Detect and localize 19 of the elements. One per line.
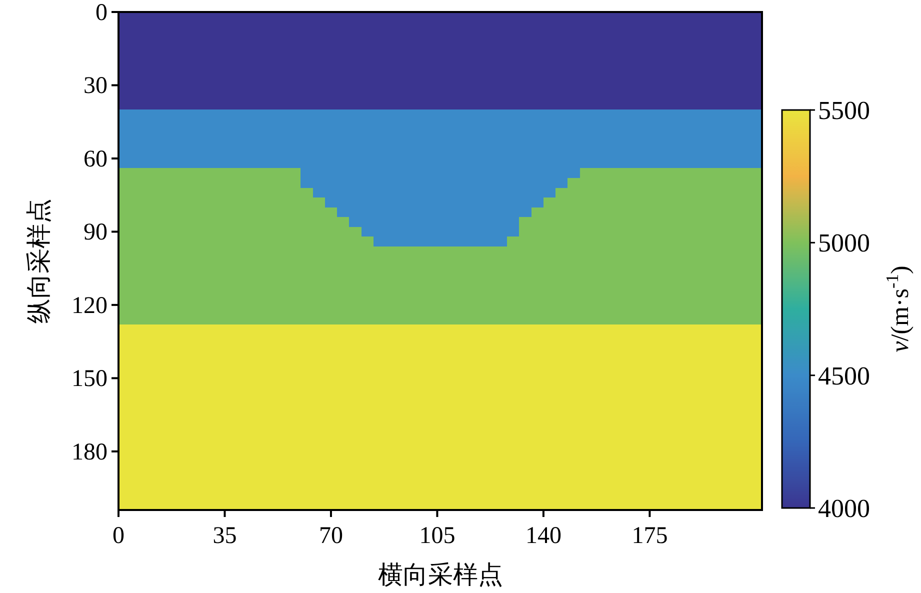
x-tick-label: 140 [525,523,562,549]
y-tick-label: 150 [72,366,108,392]
color-bar-label: 4500 [818,361,870,390]
x-tick-label: 0 [112,523,124,549]
x-axis-title: 横向采样点 [378,562,503,589]
x-tick-label: 105 [419,523,456,549]
y-axis-title: 纵向采样点 [26,198,53,324]
y-tick-label: 0 [96,0,108,26]
color-bar-label: 5000 [818,228,870,258]
y-tick-label: 180 [72,439,108,466]
y-tick-label: 30 [84,73,108,100]
color-bar-label: 5500 [818,96,870,125]
y-tick-label: 120 [72,292,108,319]
x-tick-label: 35 [212,523,237,549]
y-tick-label: 90 [84,220,108,246]
x-tick-label: 70 [318,523,343,549]
x-tick-label: 175 [632,523,668,549]
color-bar-label: 4000 [818,494,870,523]
y-tick-label: 60 [84,146,108,172]
